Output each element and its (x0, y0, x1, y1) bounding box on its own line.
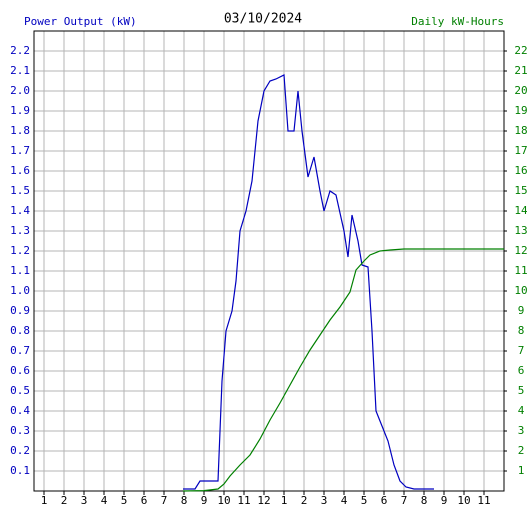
y2-tick-label: 19 (514, 104, 527, 117)
x-tick-label: 10 (457, 494, 470, 507)
plot-frame (33, 30, 505, 492)
y2-tick-label: 4 (518, 404, 525, 417)
y2-tick-label: 18 (514, 124, 527, 137)
y2-tick-label: 5 (518, 384, 525, 397)
y-tick-label: 0.3 (10, 424, 30, 437)
x-tick-label: 4 (101, 494, 108, 507)
x-tick-label: 3 (321, 494, 328, 507)
y-tick-label: 1.5 (10, 184, 30, 197)
x-tick-label: 7 (401, 494, 408, 507)
y2-tick-label: 13 (514, 224, 527, 237)
y2-tick-label: 8 (518, 324, 525, 337)
x-tick-label: 2 (61, 494, 68, 507)
y2-tick-label: 7 (518, 344, 525, 357)
y-tick-label: 1.6 (10, 164, 30, 177)
y-tick-label: 1.7 (10, 144, 30, 157)
x-tick-label: 7 (161, 494, 168, 507)
x-tick-label: 11 (237, 494, 250, 507)
y2-tick-label: 14 (514, 204, 527, 217)
y-tick-label: 0.7 (10, 344, 30, 357)
x-tick-label: 1 (281, 494, 288, 507)
y2-tick-label: 10 (514, 284, 527, 297)
y-tick-label: 2.0 (10, 84, 30, 97)
series-line (183, 74, 434, 490)
y-tick-label: 2.2 (10, 44, 30, 57)
y-tick-label: 0.1 (10, 464, 30, 477)
y2-tick-label: 21 (514, 64, 527, 77)
series-line (182, 248, 504, 492)
y2-tick-label: 3 (518, 424, 525, 437)
x-tick-label: 9 (441, 494, 448, 507)
y-tick-label: 1.4 (10, 204, 30, 217)
y2-tick-label: 20 (514, 84, 527, 97)
y-tick-label: 0.5 (10, 384, 30, 397)
y-tick-label: 2.1 (10, 64, 30, 77)
y-tick-label: 0.9 (10, 304, 30, 317)
x-tick-label: 9 (201, 494, 208, 507)
y2-tick-label: 15 (514, 184, 527, 197)
x-tick-label: 8 (421, 494, 428, 507)
y-tick-label: 1.0 (10, 284, 30, 297)
y2-tick-label: 1 (518, 464, 525, 477)
x-tick-label: 4 (341, 494, 348, 507)
x-tick-label: 6 (381, 494, 388, 507)
y-tick-label: 0.4 (10, 404, 30, 417)
chart-title: 03/10/2024 (224, 12, 302, 27)
y2-tick-label: 16 (514, 164, 527, 177)
y2-tick-label: 12 (514, 244, 527, 257)
x-tick-label: 1 (41, 494, 48, 507)
y-tick-label: 1.2 (10, 244, 30, 257)
y2-tick-label: 2 (518, 444, 525, 457)
x-tick-label: 2 (301, 494, 308, 507)
y-tick-label: 1.3 (10, 224, 30, 237)
x-tick-label: 10 (217, 494, 230, 507)
x-tick-label: 12 (257, 494, 270, 507)
y-tick-label: 1.8 (10, 124, 30, 137)
y2-tick-label: 9 (518, 304, 525, 317)
x-tick-label: 5 (121, 494, 128, 507)
x-tick-label: 8 (181, 494, 188, 507)
y-tick-label: 0.6 (10, 364, 30, 377)
y2-tick-label: 11 (514, 264, 527, 277)
x-tick-label: 3 (81, 494, 88, 507)
y2-tick-label: 6 (518, 364, 525, 377)
y-tick-label: 0.8 (10, 324, 30, 337)
y-tick-label: 1.1 (10, 264, 30, 277)
y-tick-label: 1.9 (10, 104, 30, 117)
x-tick-label: 5 (361, 494, 368, 507)
y2-axis-label: Daily kW-Hours (411, 15, 504, 28)
x-tick-label: 6 (141, 494, 148, 507)
y-tick-label: 0.2 (10, 444, 30, 457)
y-axis-label: Power Output (kW) (24, 15, 137, 28)
y2-tick-label: 17 (514, 144, 527, 157)
y2-tick-label: 22 (514, 44, 527, 57)
x-tick-label: 11 (477, 494, 490, 507)
